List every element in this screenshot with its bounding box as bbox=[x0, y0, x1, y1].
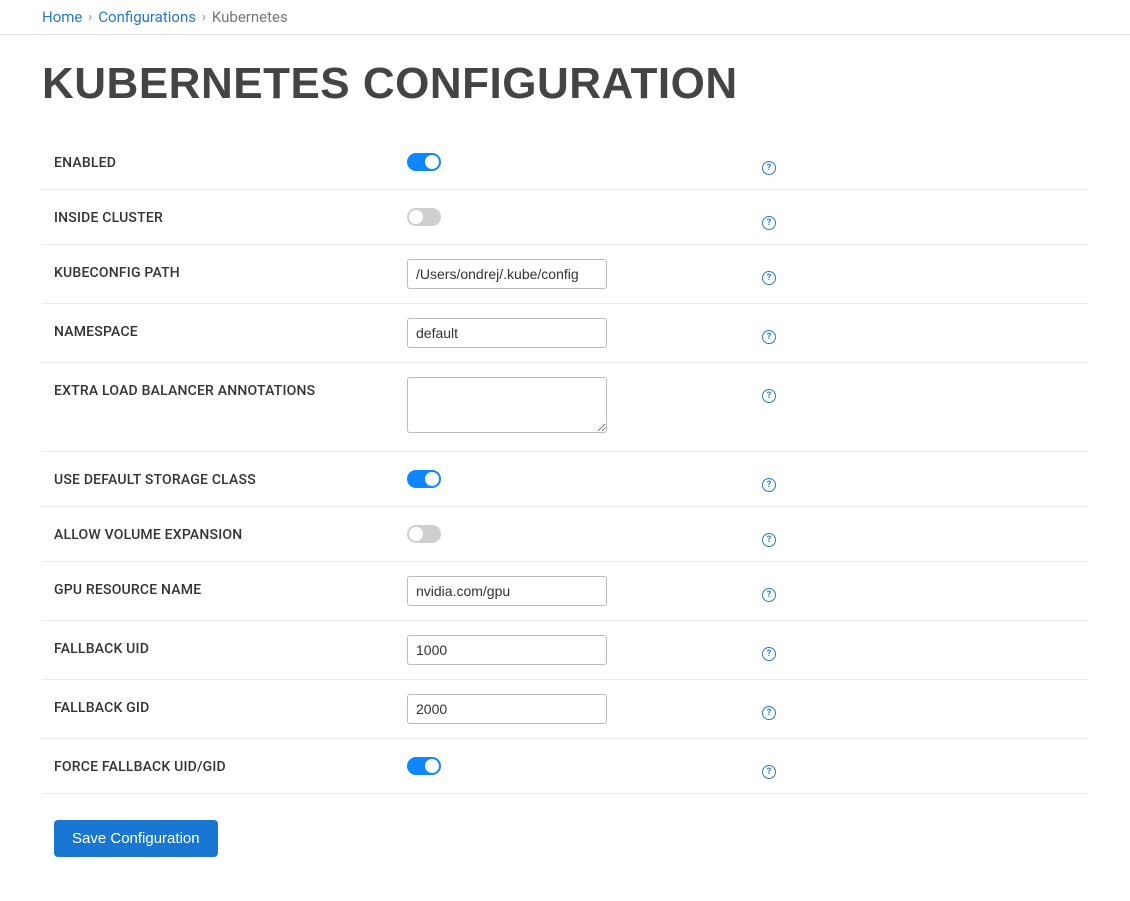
label-inside-cluster: Inside Cluster bbox=[54, 204, 407, 226]
breadcrumb-current: Kubernetes bbox=[212, 8, 288, 26]
row-force-fallback: Force Fallback UID/GID ? bbox=[42, 739, 1088, 794]
input-kubeconfig-path[interactable] bbox=[407, 259, 607, 289]
row-use-default-storage-class: Use Default Storage Class ? bbox=[42, 452, 1088, 507]
help-icon[interactable]: ? bbox=[762, 533, 776, 547]
label-allow-volume-expansion: Allow Volume Expansion bbox=[54, 521, 407, 543]
save-button[interactable]: Save Configuration bbox=[54, 820, 218, 857]
row-save: Save Configuration bbox=[42, 794, 1088, 871]
label-namespace: Namespace bbox=[54, 318, 407, 340]
toggle-inside-cluster[interactable] bbox=[407, 208, 441, 226]
row-namespace: Namespace ? bbox=[42, 304, 1088, 363]
label-use-default-storage-class: Use Default Storage Class bbox=[54, 466, 407, 488]
page-title: KUBERNETES CONFIGURATION bbox=[0, 35, 1130, 127]
row-allow-volume-expansion: Allow Volume Expansion ? bbox=[42, 507, 1088, 562]
row-kubeconfig-path: Kubeconfig Path ? bbox=[42, 245, 1088, 304]
chevron-right-icon: › bbox=[202, 10, 206, 25]
help-icon[interactable]: ? bbox=[762, 588, 776, 602]
help-icon[interactable]: ? bbox=[762, 765, 776, 779]
label-force-fallback: Force Fallback UID/GID bbox=[54, 753, 407, 775]
help-icon[interactable]: ? bbox=[762, 478, 776, 492]
toggle-allow-volume-expansion[interactable] bbox=[407, 525, 441, 543]
label-kubeconfig-path: Kubeconfig Path bbox=[54, 259, 407, 281]
chevron-right-icon: › bbox=[88, 10, 92, 25]
help-icon[interactable]: ? bbox=[762, 389, 776, 403]
breadcrumb-home[interactable]: Home bbox=[42, 8, 82, 26]
input-namespace[interactable] bbox=[407, 318, 607, 348]
breadcrumb-configurations[interactable]: Configurations bbox=[98, 8, 196, 26]
help-icon[interactable]: ? bbox=[762, 271, 776, 285]
help-icon[interactable]: ? bbox=[762, 706, 776, 720]
label-fallback-uid: Fallback UID bbox=[54, 635, 407, 657]
help-icon[interactable]: ? bbox=[762, 647, 776, 661]
help-icon[interactable]: ? bbox=[762, 330, 776, 344]
row-enabled: Enabled ? bbox=[42, 135, 1088, 190]
input-gpu-resource-name[interactable] bbox=[407, 576, 607, 606]
row-gpu-resource-name: GPU Resource Name ? bbox=[42, 562, 1088, 621]
breadcrumb: Home › Configurations › Kubernetes bbox=[0, 0, 1130, 35]
help-icon[interactable]: ? bbox=[762, 216, 776, 230]
row-fallback-uid: Fallback UID ? bbox=[42, 621, 1088, 680]
label-gpu-resource-name: GPU Resource Name bbox=[54, 576, 407, 598]
label-extra-lb-annotations: Extra Load Balancer Annotations bbox=[54, 377, 407, 399]
config-form: Enabled ? Inside Cluster ? Kubeconfig Pa… bbox=[0, 127, 1130, 901]
label-fallback-gid: Fallback GID bbox=[54, 694, 407, 716]
textarea-extra-lb-annotations[interactable] bbox=[407, 377, 607, 433]
row-inside-cluster: Inside Cluster ? bbox=[42, 190, 1088, 245]
toggle-force-fallback[interactable] bbox=[407, 757, 441, 775]
help-icon[interactable]: ? bbox=[762, 161, 776, 175]
input-fallback-gid[interactable] bbox=[407, 694, 607, 724]
toggle-use-default-storage-class[interactable] bbox=[407, 470, 441, 488]
label-enabled: Enabled bbox=[54, 149, 407, 171]
toggle-enabled[interactable] bbox=[407, 153, 441, 171]
input-fallback-uid[interactable] bbox=[407, 635, 607, 665]
row-fallback-gid: Fallback GID ? bbox=[42, 680, 1088, 739]
row-extra-lb-annotations: Extra Load Balancer Annotations ? bbox=[42, 363, 1088, 452]
